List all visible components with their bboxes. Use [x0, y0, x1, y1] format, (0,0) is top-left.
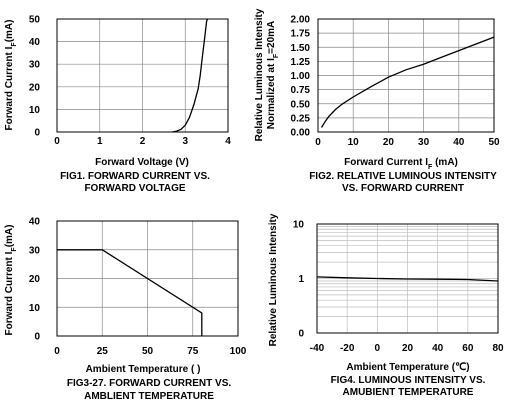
x-tick-label: 80 [492, 343, 504, 354]
figure-caption: FIG4. LUMINOUS INTENSITY VS. [331, 375, 486, 386]
x-tick-label: 60 [462, 343, 474, 354]
y-tick-label: 40 [29, 217, 41, 228]
plot-frame [317, 18, 495, 133]
y-tick-label: 0.75 [291, 85, 311, 96]
x-tick-label: 2 [140, 136, 146, 147]
y-tick-label: 20 [29, 274, 41, 285]
x-tick-label: 50 [142, 346, 154, 357]
x-tick-label: -20 [340, 343, 355, 354]
x-tick-label: 4 [225, 136, 231, 147]
plot-frame [56, 18, 229, 133]
y-tick-label: 0 [34, 128, 40, 139]
y-tick-label: 1.75 [291, 29, 311, 40]
y-tick-label: 1 [298, 274, 304, 285]
x-tick-label: 10 [348, 137, 360, 148]
y-tick-label: 30 [29, 245, 41, 256]
x-axis-label: Forward Voltage (V) [95, 157, 189, 168]
x-tick-label: 20 [383, 137, 395, 148]
figure-caption: AMUBIENT TEMPERATURE [343, 387, 474, 398]
x-axis-label: Forward Current IF (mA) [344, 157, 458, 171]
figure-caption: AMBLIENT TEMPERATURE [84, 391, 214, 402]
x-axis-label: Ambient Temperature (℃) [346, 362, 469, 373]
y-axis-label: Forward Current IF(mA) [4, 20, 18, 131]
y-tick-label: 0.50 [291, 99, 311, 110]
y-tick-label: 0.25 [291, 113, 311, 124]
series-line [172, 18, 209, 133]
y-tick-label: 40 [29, 37, 41, 48]
x-tick-label: 0 [375, 343, 381, 354]
x-tick-label: 30 [418, 137, 430, 148]
x-tick-label: 1 [97, 136, 103, 147]
y-tick-label: 20 [29, 82, 41, 93]
chart-relative-luminous-intensity-vs-current: 0 10 20 30 40 50 0.00 0.25 0.50 0.75 1.00 1.25 1.50 1… [254, 8, 500, 194]
series-line [57, 249, 203, 336]
y-tick-label: 30 [29, 60, 41, 71]
y-tick-label: 1.25 [291, 57, 311, 68]
figure-caption: FIG3-27. FORWARD CURRENT VS. [67, 378, 231, 389]
x-tick-label: 50 [488, 137, 500, 148]
plot-frame [316, 223, 499, 334]
y-axis-label: Relative Luminous Intensity [268, 213, 279, 346]
y-tick-label: 2.00 [291, 15, 311, 26]
y-tick-label: 0.00 [291, 128, 311, 139]
y-tick-label: 1.00 [291, 71, 311, 82]
series-line [320, 36, 495, 128]
y-tick-label: 0 [298, 329, 304, 340]
figure-caption: FORWARD VOLTAGE [84, 183, 185, 194]
x-tick-label: -40 [310, 343, 325, 354]
x-tick-label: 100 [230, 346, 247, 357]
x-tick-label: 40 [432, 343, 444, 354]
x-tick-label: 0 [54, 346, 60, 357]
x-tick-label: 0 [54, 136, 60, 147]
y-axis-label: Forward Current IF(mA) [4, 225, 18, 336]
chart-forward-current-vs-temperature: 0 25 50 75 100 0 10 20 30 40 Ambient Temperature (… [4, 217, 247, 403]
x-tick-label: 20 [402, 343, 414, 354]
y-tick-label: 1.50 [291, 43, 311, 54]
figure-caption: FIG1. FORWARD CURRENT VS. [60, 171, 210, 182]
x-axis-label: Ambient Temperature ( ) [86, 364, 201, 375]
x-tick-label: 0 [315, 137, 321, 148]
y-tick-label: 10 [293, 220, 305, 231]
y-axis-label: Normalized at IF=20mA [266, 21, 280, 130]
x-tick-label: 3 [182, 136, 188, 147]
y-tick-label: 10 [29, 105, 41, 116]
y-tick-label: 50 [29, 15, 41, 26]
x-tick-label: 25 [97, 346, 109, 357]
chart-luminous-intensity-vs-temperature: -40 -20 0 20 40 60 80 0 1 10 Ambient Temperature (… [268, 213, 504, 398]
plot-frame [56, 220, 239, 337]
x-tick-label: 40 [453, 137, 465, 148]
series-line [316, 276, 499, 282]
x-tick-label: 75 [187, 346, 199, 357]
y-axis-label: Relative Luminous Intensity [254, 8, 265, 141]
y-tick-label: 0 [34, 332, 40, 343]
y-tick-label: 10 [29, 303, 41, 314]
figure-caption: FIG2. RELATIVE LUMINOUS INTENSITY [309, 171, 497, 182]
figure-caption: VS. FORWARD CURRENT [342, 183, 464, 194]
